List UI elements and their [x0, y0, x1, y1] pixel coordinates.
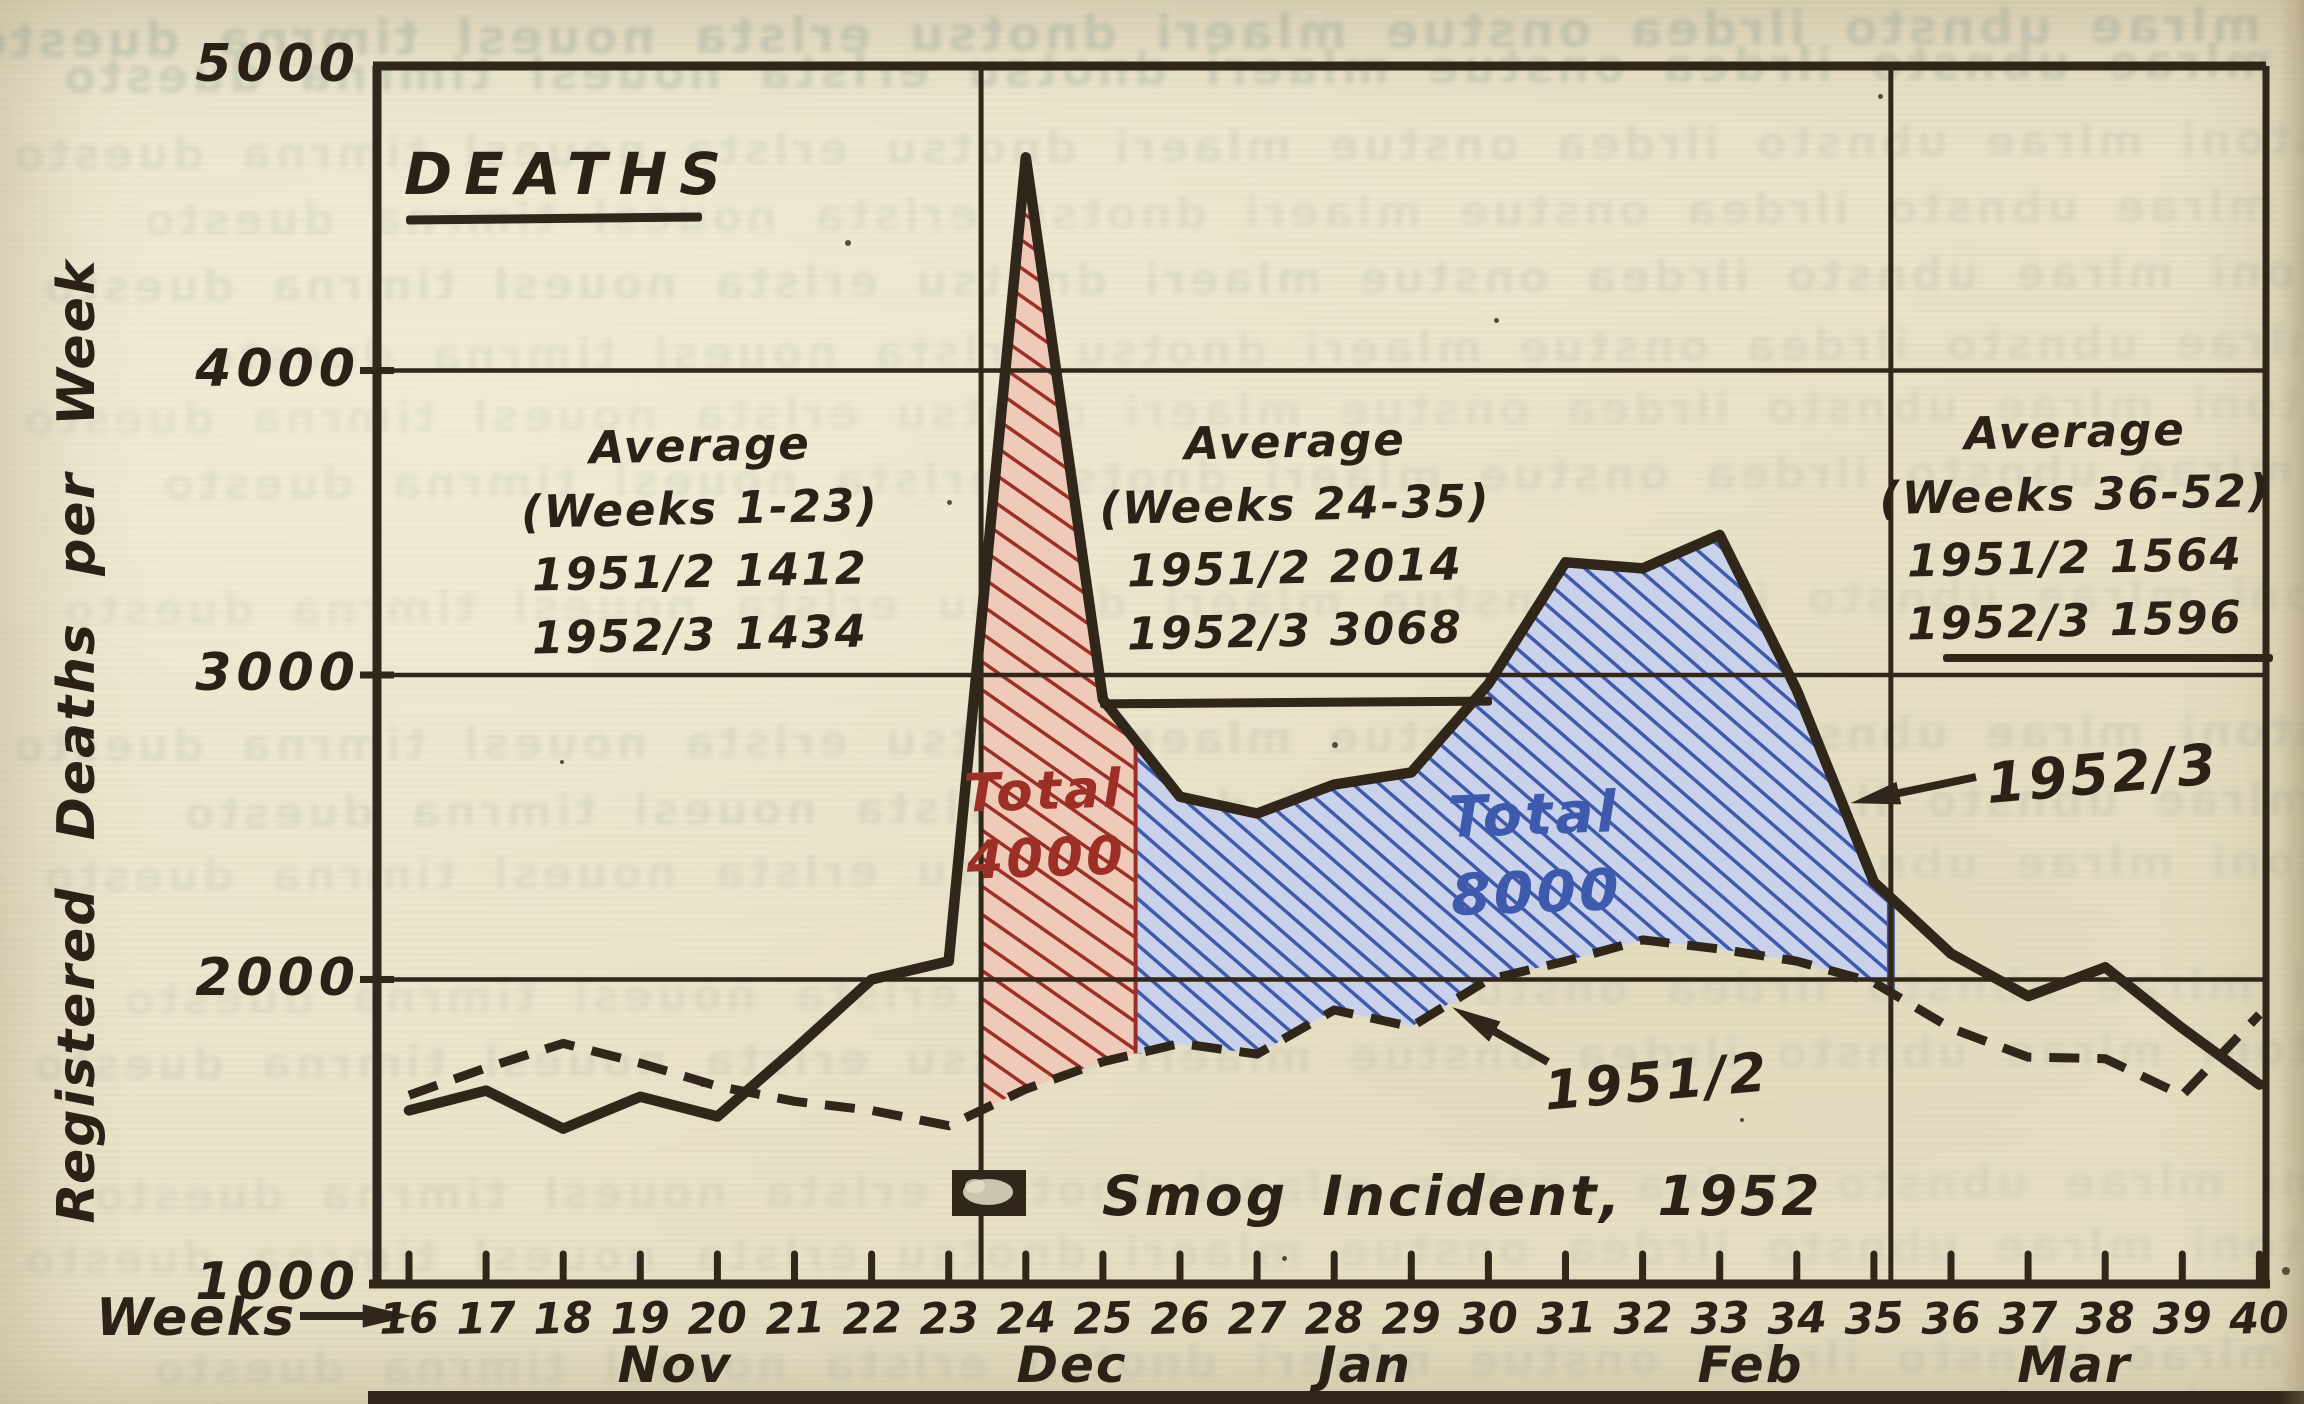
average-line: 1952/3 1596 — [1814, 584, 2304, 658]
total-8000-label: Total 8000 — [1397, 771, 1672, 936]
total-4000-label: Total 4000 — [923, 754, 1168, 896]
week-label-39: 39 — [2146, 1293, 2218, 1345]
week-label-40: 40 — [2224, 1293, 2296, 1345]
average-line: 1951/2 1412 — [439, 535, 960, 609]
week-label-31: 31 — [1530, 1293, 1602, 1345]
callout-arrow-1951-2-head — [1452, 1007, 1501, 1042]
paper-speck — [845, 240, 851, 246]
week-label-26: 26 — [1144, 1293, 1216, 1345]
total-word: Total — [1397, 771, 1670, 858]
paper-speck — [2282, 1267, 2290, 1275]
y-tick-label-5000: 5000 — [160, 34, 360, 94]
chart-title: DEATHS — [404, 140, 733, 208]
week-label-32: 32 — [1607, 1293, 1679, 1345]
week-label-18: 18 — [527, 1293, 599, 1345]
paper-speck — [1740, 1118, 1744, 1122]
week-label-30: 30 — [1453, 1293, 1525, 1345]
average-block-weeks-36-52: Average (Weeks 36-52) 1951/2 1564 1952/3 15… — [1815, 400, 2304, 652]
average-line: Average — [439, 409, 960, 483]
average-line: (Weeks 24-35) — [1034, 468, 1555, 542]
total-value: 4000 — [925, 821, 1167, 896]
week-label-21: 21 — [759, 1293, 831, 1345]
week-label-36: 36 — [1915, 1293, 1987, 1345]
month-label-mar: Mar — [1994, 1336, 2154, 1394]
average-line: Average — [1034, 405, 1555, 479]
average-block-3-underline — [1943, 654, 2273, 662]
month-label-dec: Dec — [992, 1336, 1152, 1394]
y-axis-label: Registered Deaths per Week — [47, 191, 117, 1291]
x-axis-label: Weeks — [96, 1288, 296, 1348]
month-label-feb: Feb — [1671, 1336, 1831, 1394]
callout-arrow-1952-3-head — [1851, 782, 1902, 805]
average-line: (Weeks 1-23) — [439, 472, 960, 546]
paper-speck — [560, 760, 564, 764]
paper-speck — [1332, 742, 1338, 748]
week-label-17: 17 — [450, 1293, 522, 1345]
average-line: (Weeks 36-52) — [1814, 458, 2304, 532]
paper-speck — [700, 1082, 705, 1087]
figure-scan: e lrndau estoni mlrae ubnsto ilrdea onst… — [0, 0, 2304, 1404]
average-line: 1952/3 3068 — [1034, 594, 1555, 668]
smog-incident-legend: Smog Incident, 1952 — [1102, 1164, 1823, 1228]
paper-speck — [1282, 1256, 1287, 1261]
average-block-weeks-1-23: Average (Weeks 1-23) 1951/2 1412 1952/3 143… — [440, 414, 960, 666]
average-line: 1952/3 1434 — [439, 598, 960, 672]
week-label-22: 22 — [836, 1293, 908, 1345]
week-label-23: 23 — [913, 1293, 985, 1345]
average-line: 1951/2 1564 — [1814, 521, 2304, 595]
y-tick-label-4000: 4000 — [160, 339, 360, 399]
total-value: 8000 — [1400, 849, 1673, 936]
paper-speck — [947, 500, 952, 505]
week-label-35: 35 — [1838, 1293, 1910, 1345]
paper-speck — [1878, 94, 1883, 99]
month-label-jan: Jan — [1285, 1336, 1445, 1394]
average-line: Average — [1814, 395, 2304, 469]
smog-marker-mottle — [965, 1179, 985, 1193]
total-word: Total — [923, 754, 1165, 829]
average-block-weeks-24-35: Average (Weeks 24-35) 1951/2 2014 1952/3 30… — [1035, 410, 1555, 662]
month-label-nov: Nov — [595, 1336, 755, 1394]
average-line: 1951/2 2014 — [1034, 531, 1555, 605]
week-label-27: 27 — [1221, 1293, 1293, 1345]
y-tick-label-3000: 3000 — [160, 643, 360, 703]
y-tick-label-2000: 2000 — [160, 948, 360, 1008]
paper-speck — [1494, 318, 1499, 323]
week-label-16: 16 — [373, 1293, 445, 1345]
